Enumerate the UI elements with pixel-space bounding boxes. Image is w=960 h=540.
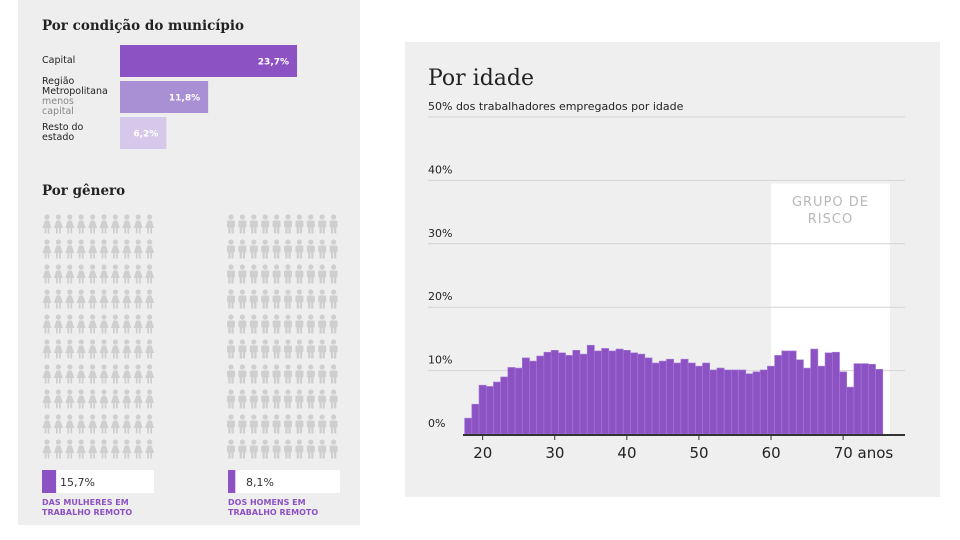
- bar: [594, 350, 602, 435]
- bar: [803, 367, 811, 435]
- legend-label: DOS HOMENS EM TRABALHO REMOTO: [228, 498, 319, 517]
- bar: [608, 350, 617, 435]
- x-tick-label: 70 anos: [834, 444, 894, 462]
- bar: [759, 369, 768, 435]
- bar: [774, 355, 783, 435]
- bar: [817, 365, 826, 435]
- x-tick-label: 40: [617, 444, 636, 462]
- bar: [536, 355, 545, 435]
- bar: [644, 357, 653, 435]
- chart-title: Por gênero: [42, 183, 126, 199]
- bar: [745, 373, 754, 435]
- bar: [839, 371, 848, 435]
- bar: [767, 365, 775, 435]
- chart-title: Por condição do município: [42, 18, 244, 34]
- bar: [709, 369, 718, 435]
- value-bar: [228, 470, 236, 493]
- bar: [680, 358, 689, 435]
- bar: [853, 363, 862, 435]
- bar: [120, 117, 167, 149]
- bar: [493, 381, 501, 435]
- bar: [572, 350, 581, 435]
- y-tick-label: 0%: [428, 417, 445, 430]
- bar: [500, 376, 509, 435]
- bar: [781, 350, 790, 435]
- bar: [485, 386, 494, 435]
- bar: [478, 384, 487, 435]
- legend-label: DAS MULHERES EM TRABALHO REMOTO: [42, 498, 133, 517]
- bar: [529, 360, 538, 435]
- bar: [558, 352, 566, 435]
- value-label: 8,1%: [246, 476, 274, 489]
- band-label: GRUPO DE RISCO: [791, 194, 870, 227]
- value-label: 15,7%: [60, 476, 95, 489]
- category-label: Capital: [42, 45, 108, 77]
- x-tick-label: 20: [473, 444, 492, 462]
- y-tick-label: 10%: [428, 354, 452, 367]
- bar: [731, 369, 739, 435]
- chart-title: Por idade: [428, 66, 535, 91]
- bar: [514, 367, 523, 435]
- bar: [831, 351, 840, 435]
- bar: [673, 362, 682, 435]
- bar: [637, 353, 646, 435]
- bar: [738, 369, 747, 435]
- bar: [716, 367, 725, 435]
- bar: [875, 369, 884, 435]
- bar: [651, 362, 660, 435]
- bar: [795, 359, 804, 435]
- bar: [824, 352, 833, 435]
- bar: [695, 365, 703, 435]
- category-name: Capital: [42, 55, 76, 66]
- bar: [666, 358, 674, 435]
- value-label: 6,2%: [133, 130, 158, 140]
- y-tick-label: 30%: [428, 227, 452, 240]
- x-tick-label: 30: [545, 444, 564, 462]
- bar: [565, 355, 574, 435]
- bar: [507, 367, 516, 435]
- bar: [471, 403, 480, 435]
- bar: [630, 352, 638, 435]
- bar: [464, 417, 473, 435]
- bar: [521, 357, 530, 435]
- bar: [810, 348, 819, 435]
- bar: [687, 362, 696, 435]
- bar: [579, 353, 588, 435]
- category-label: Resto do estado: [42, 117, 108, 149]
- category-sublabel: menos capital: [42, 96, 74, 117]
- bar: [846, 386, 855, 435]
- bar: [543, 351, 552, 435]
- bar: [622, 350, 631, 435]
- bar: [868, 363, 876, 435]
- value-bar: [42, 470, 57, 493]
- bar: [615, 348, 624, 435]
- x-tick-label: 50: [690, 444, 709, 462]
- bar: [723, 369, 732, 435]
- bar: [658, 360, 667, 435]
- y-tick-label: 40%: [428, 163, 452, 176]
- chart-subtitle: 50% dos trabalhadores empregados por ida…: [428, 100, 684, 113]
- bar: [788, 350, 797, 435]
- label-box: [42, 470, 154, 493]
- bar: [702, 362, 711, 435]
- bar: [120, 45, 298, 77]
- x-tick-label: 60: [762, 444, 781, 462]
- bar: [752, 371, 761, 435]
- bar: [601, 348, 610, 435]
- value-label: 11,8%: [169, 94, 200, 104]
- bar: [586, 344, 595, 435]
- y-tick-label: 20%: [428, 290, 452, 303]
- category-name: Região Metropolitana: [42, 76, 108, 97]
- value-label: 23,7%: [258, 58, 289, 68]
- bar: [550, 350, 559, 435]
- bar: [860, 363, 869, 435]
- bar: [120, 81, 209, 113]
- label-box: [228, 470, 340, 493]
- category-name: Resto do estado: [42, 122, 84, 143]
- category-label: Região Metropolitana menos capital: [42, 77, 108, 117]
